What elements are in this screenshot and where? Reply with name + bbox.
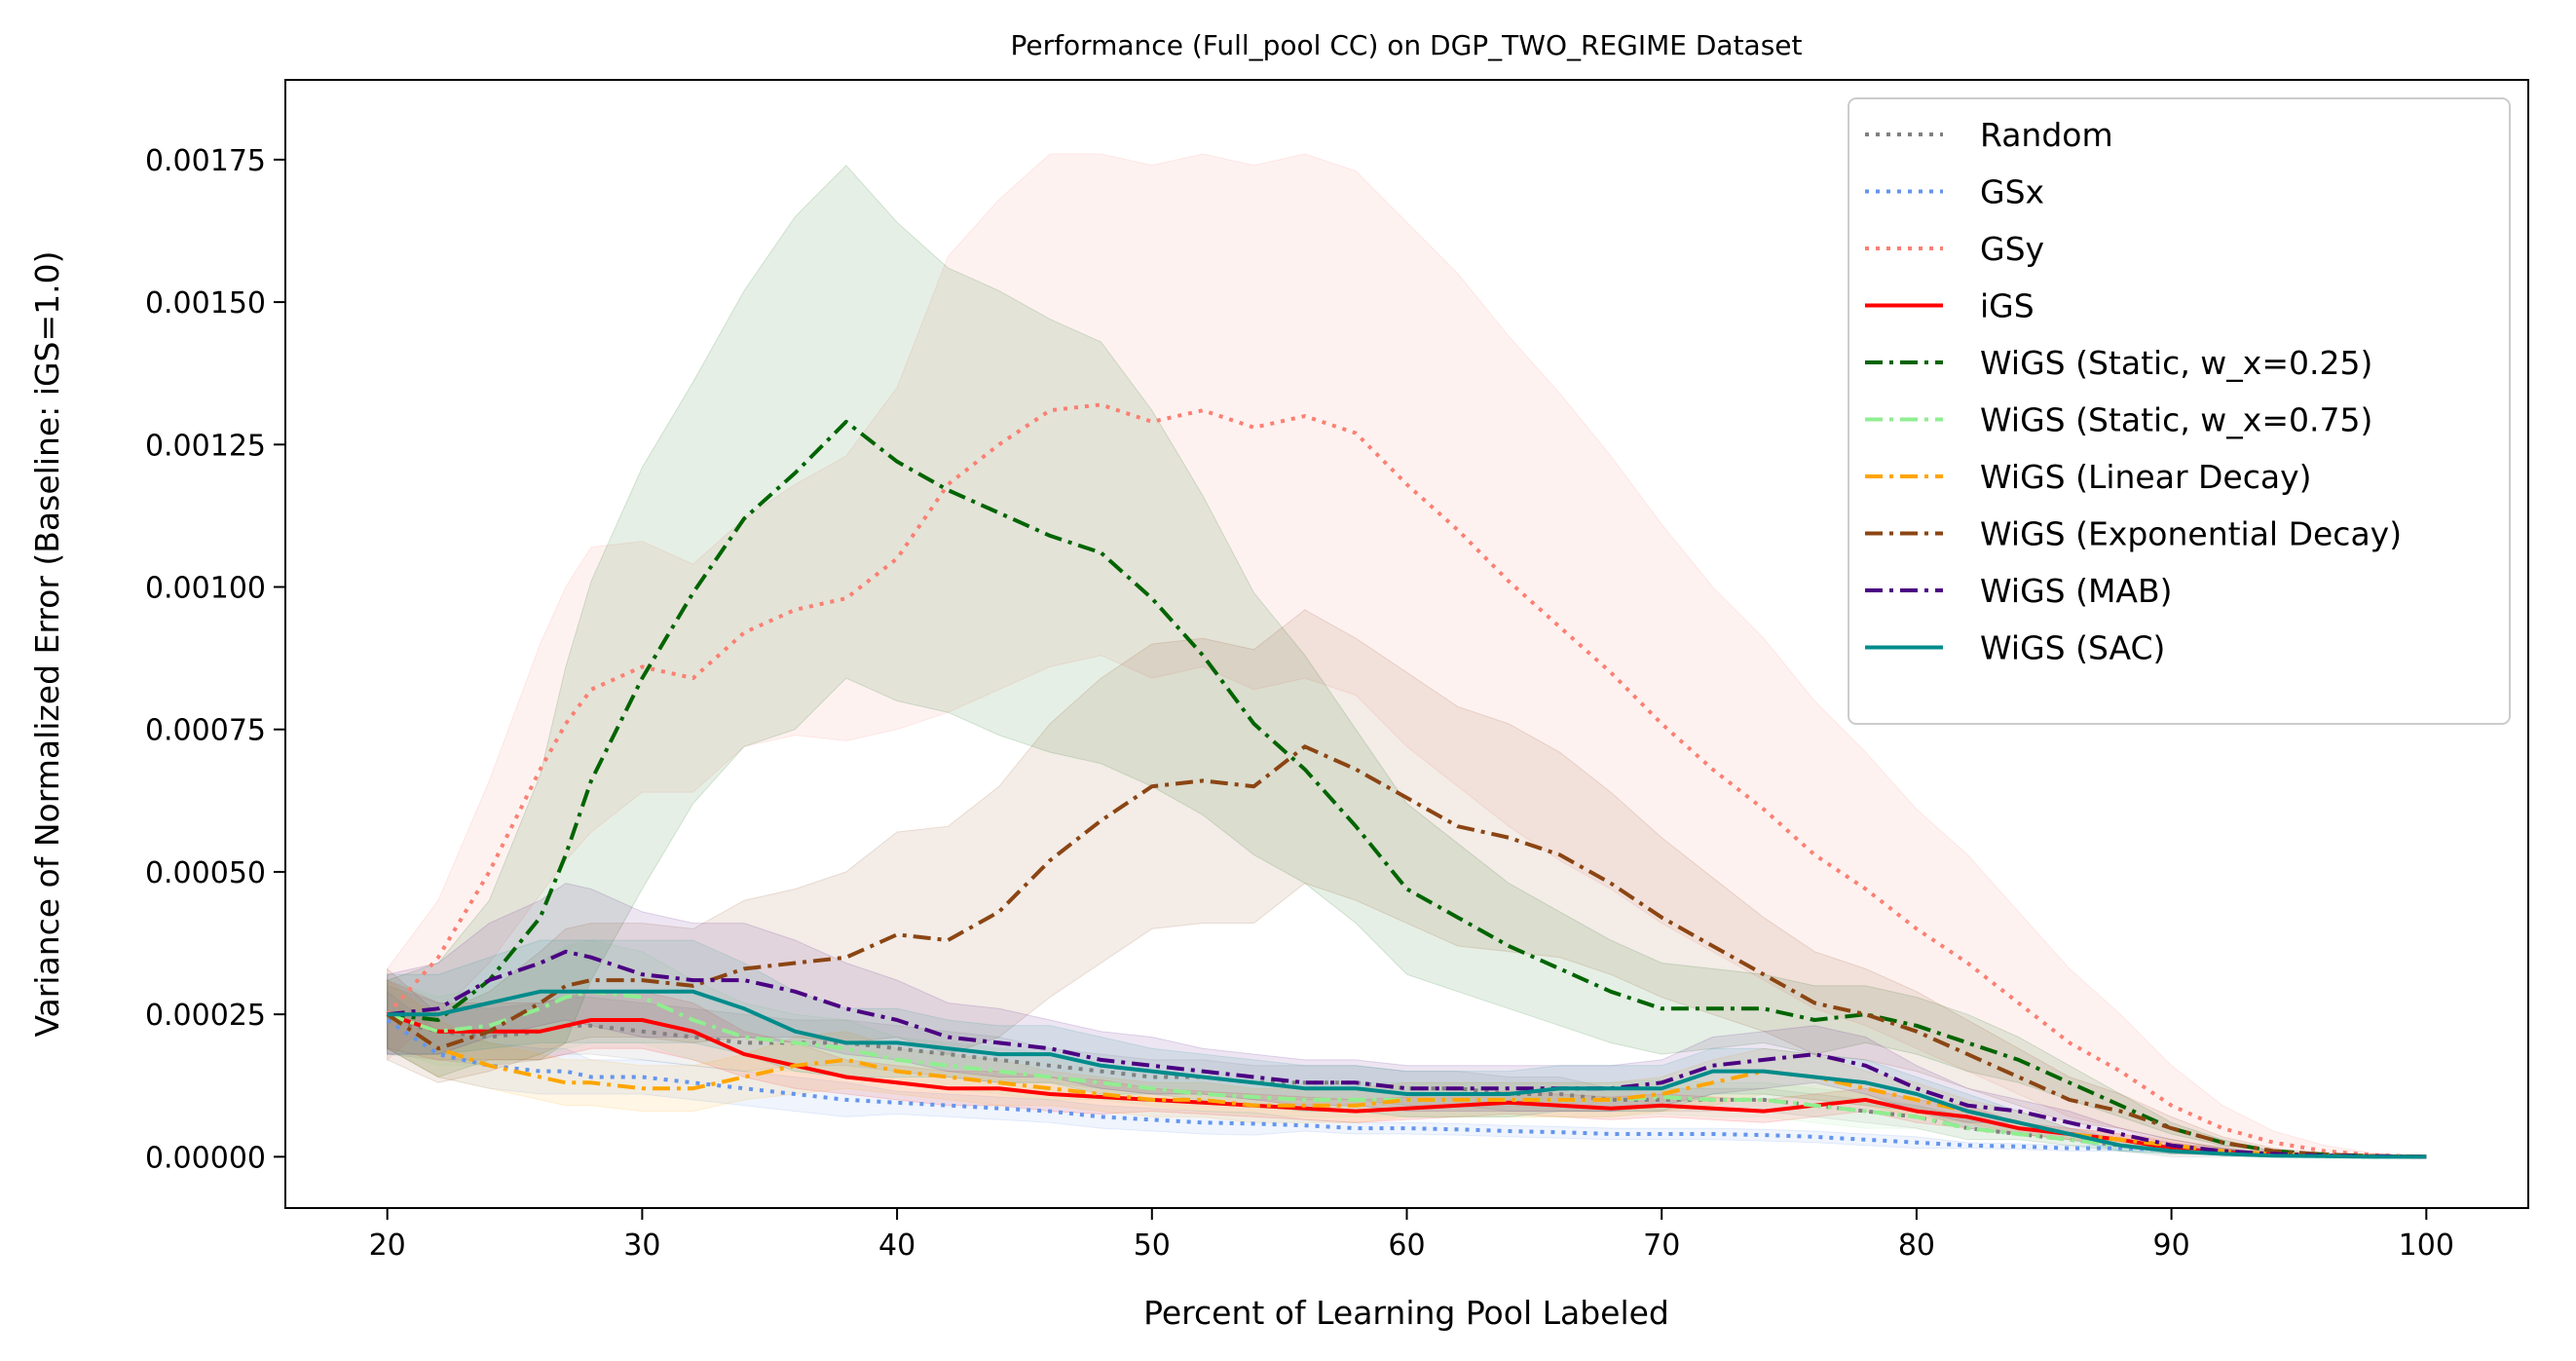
legend-label: WiGS (Exponential Decay) bbox=[1980, 515, 2402, 553]
x-tick-label: 40 bbox=[878, 1229, 915, 1263]
y-tick-label: 0.00050 bbox=[145, 856, 266, 890]
legend-label: WiGS (MAB) bbox=[1980, 572, 2173, 610]
y-tick-label: 0.00025 bbox=[145, 999, 266, 1033]
legend-label: WiGS (Static, w_x=0.75) bbox=[1980, 401, 2372, 439]
x-tick-label: 80 bbox=[1898, 1229, 1935, 1263]
series-line-8 bbox=[387, 949, 2427, 1159]
chart-title: Performance (Full_pool CC) on DGP_TWO_RE… bbox=[1010, 29, 1802, 61]
y-tick-label: 0.00125 bbox=[145, 429, 266, 463]
x-tick-label: 20 bbox=[369, 1229, 406, 1263]
legend-label: WiGS (Static, w_x=0.25) bbox=[1980, 344, 2372, 382]
x-tick-label: 100 bbox=[2399, 1229, 2454, 1263]
x-tick-label: 30 bbox=[623, 1229, 660, 1263]
legend-label: WiGS (Linear Decay) bbox=[1980, 458, 2312, 496]
series-line-7 bbox=[386, 744, 2427, 1159]
x-axis: 20 30 40 50 60 70 80 90 100 bbox=[369, 1208, 2454, 1263]
legend-frame bbox=[1848, 97, 2511, 725]
x-tick-label: 90 bbox=[2153, 1229, 2190, 1263]
y-tick-label: 0.00000 bbox=[145, 1141, 266, 1175]
y-axis-label: Variance of Normalized Error (Baseline: … bbox=[28, 251, 66, 1038]
series-line-1 bbox=[386, 1018, 2427, 1159]
legend-label: iGS bbox=[1980, 287, 2035, 325]
legend-label: WiGS (SAC) bbox=[1980, 629, 2165, 667]
series-line-9 bbox=[387, 989, 2427, 1159]
x-tick-label: 60 bbox=[1388, 1229, 1425, 1263]
x-tick-label: 70 bbox=[1643, 1229, 1680, 1263]
legend-label: GSy bbox=[1980, 230, 2044, 268]
y-tick-label: 0.00150 bbox=[145, 286, 266, 321]
series-lines bbox=[386, 402, 2427, 1159]
legend-label: Random bbox=[1980, 116, 2113, 154]
legend: Random GSx GSy iGS WiGS (Static, w_x=0.25) Wi… bbox=[1848, 97, 2511, 725]
y-tick-label: 0.00175 bbox=[145, 144, 266, 178]
y-tick-label: 0.00100 bbox=[145, 572, 266, 606]
x-tick-label: 50 bbox=[1134, 1229, 1171, 1263]
legend-label: GSx bbox=[1980, 173, 2044, 211]
y-tick-label: 0.00075 bbox=[145, 714, 266, 748]
x-axis-label: Percent of Learning Pool Labeled bbox=[1143, 1294, 1669, 1332]
y-axis: 0.00000 0.00025 0.00050 0.00075 0.00100 0.001… bbox=[145, 144, 285, 1175]
series-line-2 bbox=[386, 402, 2427, 1159]
series-line-4 bbox=[387, 419, 2427, 1159]
